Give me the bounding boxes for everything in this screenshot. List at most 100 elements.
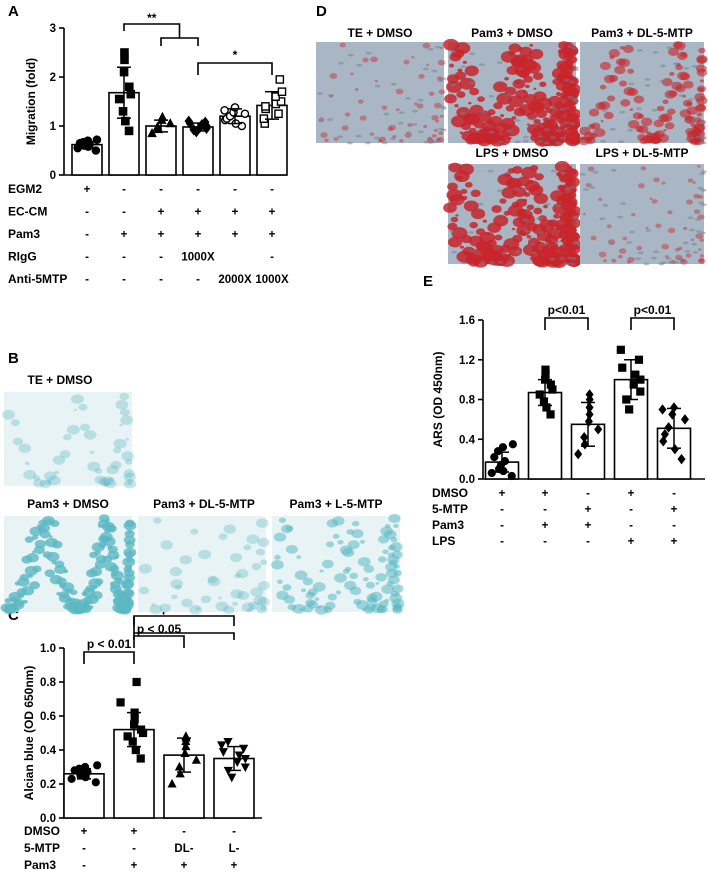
stain-blob xyxy=(381,105,388,110)
micrograph-bg xyxy=(138,516,266,612)
y-tick-label: 1.0 xyxy=(40,643,56,655)
data-point xyxy=(91,778,100,787)
panel-b-micrographs: TE + DMSO Pam3 + DMSO Pam3 + DL-5-MTP Pam3 … xyxy=(0,373,405,615)
data-point xyxy=(180,748,190,757)
cell-texture xyxy=(467,231,474,234)
stain-blob xyxy=(88,578,102,589)
condition-value: - xyxy=(629,504,633,516)
cell-texture xyxy=(373,136,380,140)
cell-texture xyxy=(543,128,550,132)
data-point xyxy=(184,115,193,127)
stain-blob xyxy=(73,408,77,411)
data-point xyxy=(546,380,555,389)
stain-blob xyxy=(606,95,616,102)
condition-value: - xyxy=(122,207,126,219)
stain-blob xyxy=(623,45,634,54)
stain-blob xyxy=(654,130,665,138)
stain-blob xyxy=(33,475,41,481)
cell-texture xyxy=(567,45,574,48)
cell-texture xyxy=(544,202,551,206)
stain-blob xyxy=(475,110,492,122)
stain-blob xyxy=(113,447,122,454)
stain-blob xyxy=(526,204,535,211)
cell-texture xyxy=(617,215,624,219)
cell-texture xyxy=(658,262,665,266)
stain-blob xyxy=(557,49,565,54)
data-point xyxy=(131,745,140,755)
stain-blob xyxy=(281,524,293,534)
stain-blob xyxy=(259,559,268,565)
stain-blob xyxy=(110,460,122,470)
stain-blob xyxy=(189,604,203,615)
panel-d-micrographs: TE + DMSO Pam3 + DMSO Pam3 + DL-5-MTP LPS +… xyxy=(316,26,708,268)
micrograph-caption: Pam3 + L-5-MTP xyxy=(289,497,382,511)
stain-blob xyxy=(11,419,20,426)
condition-value: + xyxy=(232,207,239,219)
stain-blob xyxy=(501,187,517,199)
stain-blob xyxy=(532,72,544,81)
data-point xyxy=(574,448,583,460)
stain-blob xyxy=(545,120,555,127)
cell-texture xyxy=(697,121,704,125)
stain-blob xyxy=(369,132,375,136)
data-point xyxy=(132,677,141,687)
data-point xyxy=(124,126,134,136)
cell-texture xyxy=(691,65,698,68)
stain-blob xyxy=(341,125,349,131)
stain-blob xyxy=(344,112,351,117)
stain-blob xyxy=(363,577,369,582)
stain-blob xyxy=(583,132,595,141)
micrograph-bg xyxy=(580,164,704,264)
stain-blob xyxy=(626,260,631,264)
condition-value: - xyxy=(586,536,590,548)
data-point xyxy=(580,432,589,443)
stain-blob xyxy=(446,74,460,84)
stain-blob xyxy=(248,601,259,610)
stain-blob xyxy=(446,189,463,202)
stain-blob xyxy=(418,73,425,79)
stain-blob xyxy=(545,107,553,114)
stain-blob xyxy=(151,603,156,607)
stain-blob xyxy=(125,557,134,563)
cell-texture xyxy=(459,200,466,204)
stain-blob xyxy=(257,537,270,547)
stain-blob xyxy=(663,128,667,132)
stain-blob xyxy=(327,593,337,601)
stain-blob xyxy=(362,57,369,63)
stain-blob xyxy=(533,193,549,204)
stain-blob xyxy=(45,537,58,548)
cell-texture xyxy=(431,69,438,73)
stain-blob xyxy=(566,99,571,103)
stain-blob xyxy=(533,87,537,90)
stain-blob xyxy=(317,605,321,609)
stain-blob xyxy=(698,47,706,54)
stain-blob xyxy=(393,523,399,528)
stain-blob xyxy=(465,136,477,145)
cell-texture xyxy=(381,141,388,145)
cell-texture xyxy=(645,229,652,232)
stain-blob xyxy=(170,579,184,589)
stain-blob xyxy=(449,52,462,62)
stain-blob xyxy=(503,124,520,137)
stain-blob xyxy=(54,470,60,475)
stain-blob xyxy=(567,165,573,170)
stain-blob xyxy=(243,544,252,551)
cell-texture xyxy=(522,135,529,139)
stain-blob xyxy=(433,128,438,132)
stain-blob xyxy=(469,87,480,96)
condition-value: - xyxy=(159,274,163,286)
stain-blob xyxy=(543,204,548,209)
cell-texture xyxy=(496,61,503,65)
stain-blob xyxy=(89,566,103,577)
stain-blob xyxy=(171,594,178,600)
cell-texture xyxy=(684,250,691,253)
cell-texture xyxy=(440,77,447,81)
cell-texture xyxy=(691,242,698,246)
stain-blob xyxy=(104,528,110,533)
condition-value: - xyxy=(672,488,676,500)
condition-value: - xyxy=(232,826,236,838)
stain-blob xyxy=(32,550,36,554)
stain-blob xyxy=(207,576,221,587)
condition-value: + xyxy=(195,207,202,219)
stain-blob xyxy=(102,536,116,547)
